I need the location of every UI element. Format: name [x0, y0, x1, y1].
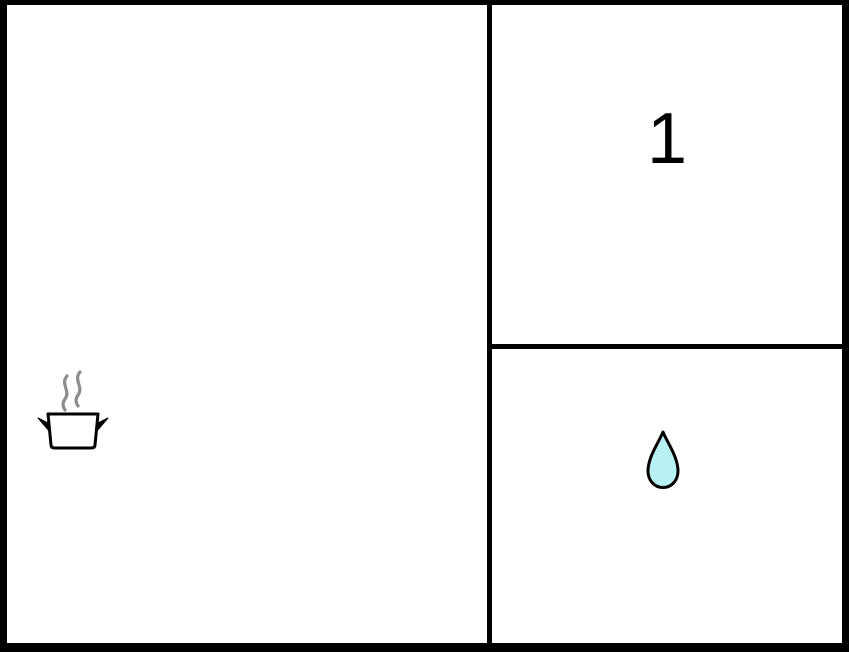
water-drop-shape	[646, 430, 680, 489]
panel-number-label: 1	[646, 99, 688, 179]
panel-top-right[interactable]: 1	[492, 5, 842, 344]
steam-line-left	[61, 374, 69, 412]
panel-left	[7, 5, 487, 643]
panel-bottom-right[interactable]	[492, 349, 842, 643]
steam-line-right	[74, 370, 82, 408]
water-drop-icon	[646, 430, 680, 489]
boiling-pot-icon	[37, 370, 109, 450]
pot-body	[46, 412, 100, 450]
